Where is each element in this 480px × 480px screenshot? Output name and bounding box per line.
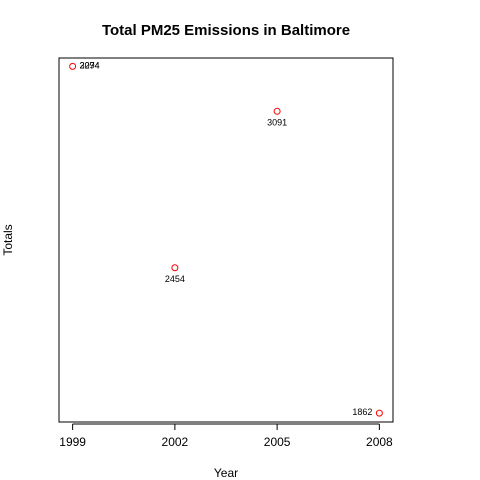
- y-axis-label: Totals: [1, 224, 15, 255]
- chart-title: Total PM25 Emissions in Baltimore: [102, 22, 350, 39]
- data-point: [69, 62, 77, 70]
- data-label: 1862: [352, 407, 372, 417]
- data-point: [375, 409, 383, 417]
- plot-frame: [58, 57, 394, 423]
- data-label: 3274: [80, 60, 100, 70]
- x-tick-label: 1999: [59, 435, 86, 449]
- x-tick-label: 2008: [366, 435, 393, 449]
- x-axis: 1999 2002 2005 2008: [59, 423, 393, 449]
- x-tick-label: 2005: [264, 435, 291, 449]
- x-axis-label: Year: [214, 466, 238, 480]
- data-point: [273, 107, 281, 115]
- data-label: 3091: [267, 117, 287, 127]
- x-tick-label: 2002: [162, 435, 189, 449]
- overlapping-data-label: 2094: [80, 60, 100, 70]
- data-label: 2454: [165, 274, 185, 284]
- data-point: [171, 264, 179, 272]
